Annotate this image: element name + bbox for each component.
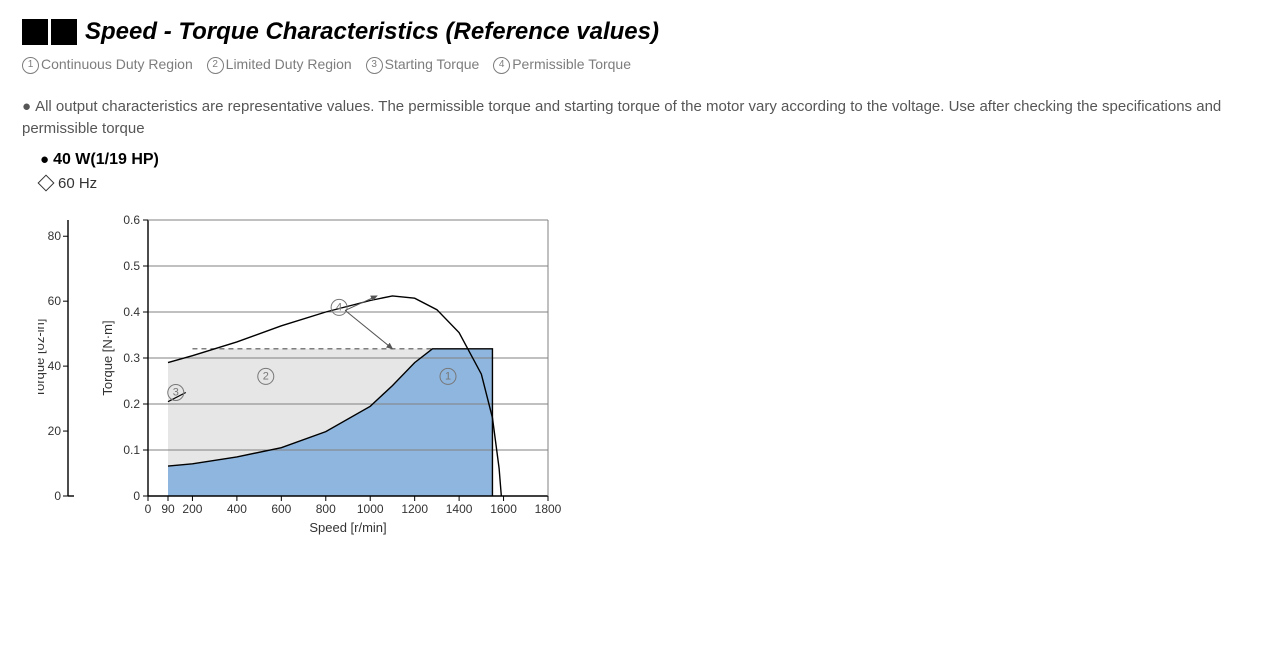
svg-text:1800: 1800: [535, 502, 562, 516]
square-icon: [22, 19, 48, 45]
bullet-icon: ●: [40, 151, 49, 168]
power-label: 40 W(1/19 HP): [53, 151, 159, 168]
diamond-icon: [38, 174, 55, 191]
svg-text:60: 60: [48, 294, 62, 308]
freq-label: 60 Hz: [58, 175, 97, 192]
svg-text:0: 0: [145, 502, 152, 516]
legend-item: 3Starting Torque: [366, 56, 480, 74]
svg-text:Speed [r/min]: Speed [r/min]: [309, 520, 386, 535]
title-row: Speed - Torque Characteristics (Referenc…: [22, 18, 1258, 46]
svg-text:200: 200: [182, 502, 202, 516]
legend-item: 2Limited Duty Region: [207, 56, 352, 74]
legend-item: 4Permissible Torque: [493, 56, 631, 74]
legend-label: Limited Duty Region: [226, 56, 352, 72]
svg-text:0.2: 0.2: [123, 397, 140, 411]
svg-text:Torque [oz-in]: Torque [oz-in]: [38, 318, 47, 397]
svg-text:600: 600: [271, 502, 291, 516]
note-body: All output characteristics are represent…: [22, 98, 1221, 138]
svg-text:800: 800: [316, 502, 336, 516]
freq-subheading: 60 Hz: [40, 175, 1258, 192]
chart-svg: 09020040060080010001200140016001800Speed…: [38, 206, 598, 546]
svg-text:1400: 1400: [446, 502, 473, 516]
legend-num-4-icon: 4: [493, 57, 510, 74]
svg-text:0.4: 0.4: [123, 305, 140, 319]
svg-text:Torque [N·m]: Torque [N·m]: [100, 320, 115, 395]
page-title: Speed - Torque Characteristics (Referenc…: [85, 18, 659, 46]
legend-num-1-icon: 1: [22, 57, 39, 74]
legend-label: Starting Torque: [385, 56, 480, 72]
legend-num-3-icon: 3: [366, 57, 383, 74]
legend-label: Permissible Torque: [512, 56, 631, 72]
speed-torque-chart: 09020040060080010001200140016001800Speed…: [38, 206, 1258, 551]
svg-text:0.3: 0.3: [123, 351, 140, 365]
svg-text:4: 4: [336, 301, 342, 313]
legend-row: 1Continuous Duty Region 2Limited Duty Re…: [22, 56, 1258, 74]
svg-text:0: 0: [54, 489, 61, 503]
title-bullet-squares: [22, 19, 77, 45]
bullet-icon: ●: [22, 98, 31, 115]
square-icon: [51, 19, 77, 45]
power-subheading: ●40 W(1/19 HP): [40, 151, 1258, 169]
svg-text:1000: 1000: [357, 502, 384, 516]
svg-text:3: 3: [173, 386, 179, 398]
legend-label: Continuous Duty Region: [41, 56, 193, 72]
svg-text:1200: 1200: [401, 502, 428, 516]
svg-text:400: 400: [227, 502, 247, 516]
svg-text:90: 90: [161, 502, 175, 516]
svg-text:20: 20: [48, 424, 62, 438]
svg-text:0.6: 0.6: [123, 213, 140, 227]
svg-text:80: 80: [48, 229, 62, 243]
svg-text:40: 40: [48, 359, 62, 373]
svg-text:0.5: 0.5: [123, 259, 140, 273]
svg-text:1: 1: [445, 370, 451, 382]
legend-num-2-icon: 2: [207, 57, 224, 74]
svg-text:1600: 1600: [490, 502, 517, 516]
legend-item: 1Continuous Duty Region: [22, 56, 193, 74]
svg-text:0.1: 0.1: [123, 443, 140, 457]
note-text: ●All output characteristics are represen…: [22, 96, 1258, 141]
svg-text:2: 2: [263, 370, 269, 382]
svg-text:0: 0: [133, 489, 140, 503]
